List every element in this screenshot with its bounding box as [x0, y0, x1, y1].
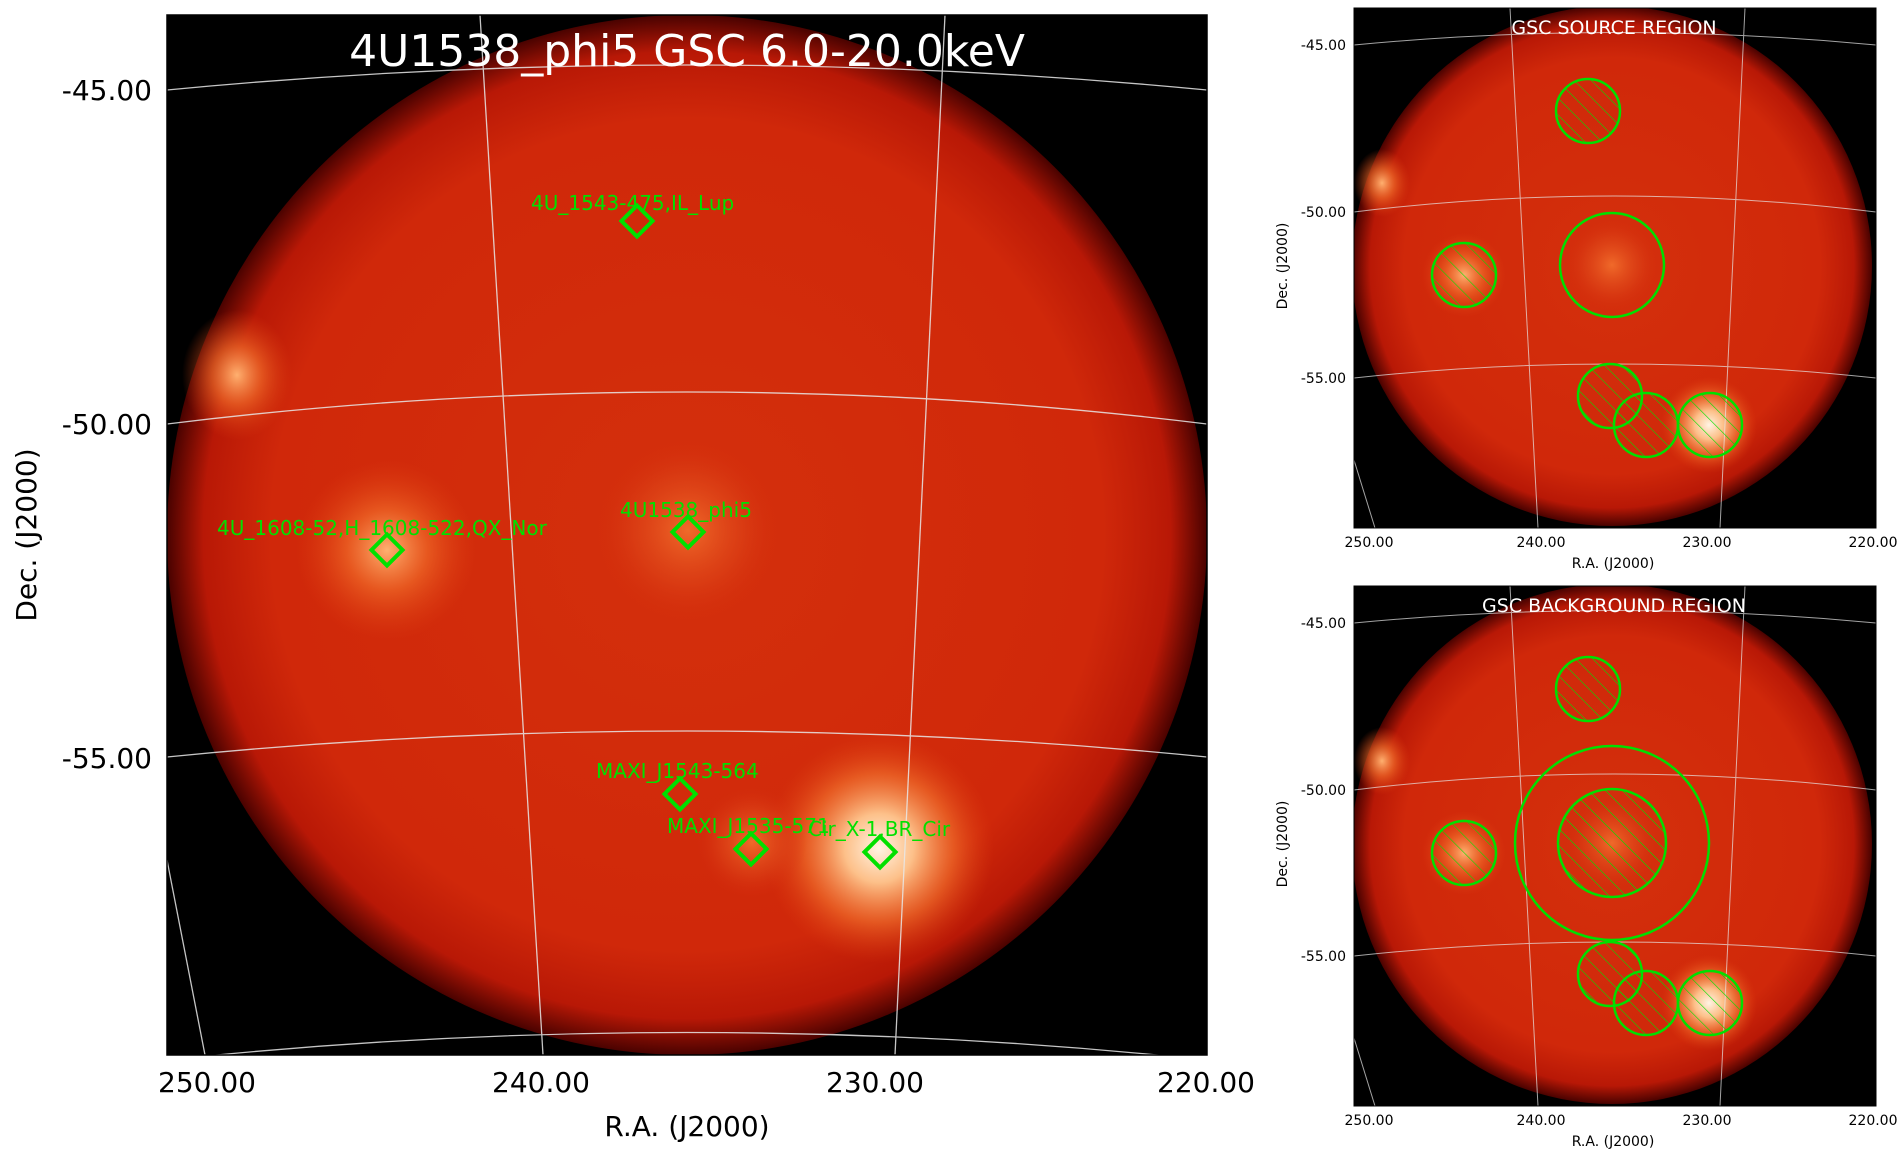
excluded-region — [1612, 969, 1680, 1037]
main-frame — [166, 14, 1208, 1056]
edge-source-glow — [182, 310, 292, 440]
background-y-axis-label: Dec. (J2000) — [1275, 801, 1291, 888]
source-label-4u1538: 4U1538_phi5 — [620, 498, 752, 522]
main-y-axis-label: Dec. (J2000) — [10, 448, 43, 621]
x-tick-label: 250.00 — [1345, 1113, 1394, 1129]
marker-4u1543 — [618, 202, 656, 240]
main-sky-image — [167, 15, 1207, 1055]
main-x-ticks: 250.00 240.00 230.00 220.00 — [158, 1066, 1255, 1099]
y-tick-label: -50.00 — [1301, 205, 1346, 221]
main-title: 4U1538_phi5 GSC 6.0-20.0keV — [349, 26, 1025, 77]
source-y-axis-label: Dec. (J2000) — [1275, 223, 1291, 310]
x-tick-label: 220.00 — [1849, 535, 1898, 551]
background-region-panel: GSC BACKGROUND REGION 250.00 240.00 230.… — [1275, 585, 1898, 1150]
y-tick-label: -55.00 — [1301, 949, 1346, 965]
y-tick-label: -55.00 — [62, 742, 152, 775]
glow-maxi1535 — [697, 787, 807, 897]
main-source-labels: 4U_1543-475,IL_Lup 4U_1608-52,H_1608-522… — [217, 191, 951, 841]
source-label-4u1543: 4U_1543-475,IL_Lup — [531, 191, 734, 215]
marker-4u1538 — [669, 513, 707, 551]
marker-maxi1535 — [732, 830, 770, 868]
background-regions — [1430, 655, 1744, 1037]
source-panel-title: GSC SOURCE REGION — [1511, 17, 1716, 39]
source-extraction-circle — [1558, 211, 1666, 319]
y-tick-label: -50.00 — [62, 408, 152, 441]
x-tick-label: 240.00 — [492, 1066, 590, 1099]
y-tick-label: -45.00 — [1301, 38, 1346, 54]
excluded-region — [1430, 819, 1498, 887]
glow-4u1538 — [598, 440, 778, 620]
background-annulus-inner — [1556, 787, 1668, 899]
excluded-region — [1676, 969, 1744, 1037]
source-sky-image — [1354, 8, 1876, 528]
x-tick-label: 250.00 — [158, 1066, 256, 1099]
excluded-region — [1430, 241, 1498, 309]
y-tick-label: -45.00 — [62, 74, 152, 107]
excluded-region — [1554, 655, 1622, 723]
y-tick-label: -55.00 — [1301, 371, 1346, 387]
x-tick-label: 250.00 — [1345, 535, 1394, 551]
background-frame — [1353, 585, 1877, 1107]
background-annulus-outer — [1513, 744, 1711, 942]
background-x-axis-label: R.A. (J2000) — [1572, 1134, 1655, 1150]
y-tick-label: -45.00 — [1301, 616, 1346, 632]
main-coordinate-grid — [167, 15, 1207, 1055]
x-tick-label: 230.00 — [826, 1066, 924, 1099]
excluded-region — [1554, 77, 1622, 145]
background-panel-title: GSC BACKGROUND REGION — [1482, 595, 1746, 617]
excluded-region — [1612, 391, 1680, 459]
x-tick-label: 220.00 — [1157, 1066, 1255, 1099]
x-tick-label: 230.00 — [1683, 1113, 1732, 1129]
x-tick-label: 230.00 — [1683, 535, 1732, 551]
source-frame — [1353, 7, 1877, 529]
source-regions — [1430, 77, 1744, 459]
source-label-maxi1543: MAXI_J1543-564 — [596, 759, 759, 783]
marker-4u1608 — [368, 531, 406, 569]
x-tick-label: 240.00 — [1517, 535, 1566, 551]
source-label-4u1608: 4U_1608-52,H_1608-522,QX_Nor — [217, 516, 548, 540]
y-tick-label: -50.00 — [1301, 783, 1346, 799]
source-label-cirx1: Cir_X-1,BR_Cir — [808, 817, 951, 841]
x-tick-label: 240.00 — [1517, 1113, 1566, 1129]
marker-cirx1 — [861, 833, 899, 871]
glow-cirx1 — [764, 733, 994, 963]
excluded-region — [1676, 391, 1744, 459]
source-label-maxi1535: MAXI_J1535-571 — [667, 814, 830, 838]
x-tick-label: 220.00 — [1849, 1113, 1898, 1129]
main-source-markers — [368, 202, 899, 871]
marker-maxi1543 — [661, 775, 699, 813]
source-x-axis-label: R.A. (J2000) — [1572, 556, 1655, 572]
main-y-ticks: -45.00 -50.00 -55.00 — [62, 74, 152, 775]
main-x-axis-label: R.A. (J2000) — [604, 1110, 769, 1143]
source-region-panel: GSC SOURCE REGION 250.00 240.00 230.00 2… — [1275, 7, 1898, 572]
glow-4u1608 — [297, 460, 477, 640]
main-panel: 4U1538_phi5 GSC 6.0-20.0keV 4U_1543-475,… — [10, 14, 1255, 1143]
